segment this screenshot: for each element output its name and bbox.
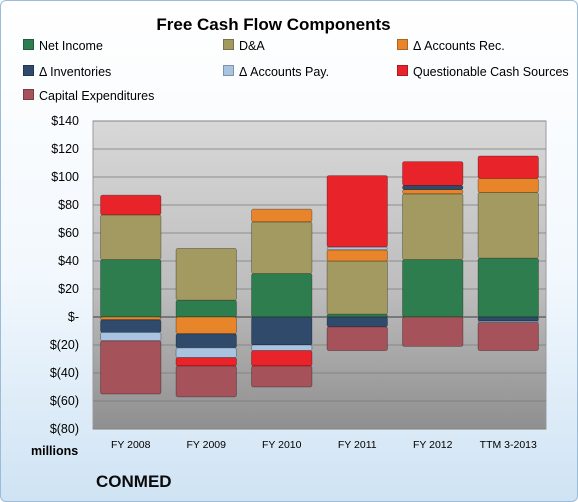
unit-label: millions bbox=[31, 444, 79, 458]
bar-net-income bbox=[477, 257, 539, 318]
bar-questionable-cash-sources bbox=[326, 175, 388, 248]
bar-capital-expenditures bbox=[402, 316, 464, 347]
legend-item-questionable-cash-sources: Questionable Cash Sources bbox=[397, 65, 569, 79]
x-tick-label: FY 2008 bbox=[111, 439, 151, 451]
bar-d-a bbox=[100, 214, 162, 261]
bar-accounts-rec bbox=[326, 249, 388, 262]
bar-accounts-rec bbox=[477, 177, 539, 193]
bar-questionable-cash-sources bbox=[175, 357, 237, 367]
legend-swatch bbox=[23, 89, 34, 100]
legend-swatch bbox=[23, 39, 34, 50]
legend-label: Δ Inventories bbox=[39, 65, 112, 79]
bar-questionable-cash-sources bbox=[477, 155, 539, 179]
legend-item-d-a: D&A bbox=[223, 39, 265, 53]
y-tick-label: $80 bbox=[58, 198, 79, 212]
legend-label: D&A bbox=[239, 39, 265, 53]
bar-accounts-rec bbox=[100, 316, 162, 321]
y-tick-label: $(80) bbox=[50, 422, 79, 436]
legend-swatch bbox=[397, 65, 408, 76]
bar-inventories bbox=[477, 316, 539, 322]
bar-accounts-rec bbox=[251, 208, 313, 223]
legend-swatch bbox=[223, 39, 234, 50]
bar-questionable-cash-sources bbox=[251, 350, 313, 367]
bar-net-income bbox=[100, 259, 162, 318]
legend-swatch bbox=[397, 39, 408, 50]
x-tick-label: TTM 3-2013 bbox=[480, 439, 537, 451]
y-tick-label: $100 bbox=[51, 170, 79, 184]
bar-inventories bbox=[175, 333, 237, 349]
bar-d-a bbox=[477, 191, 539, 259]
bar-inventories bbox=[326, 316, 388, 328]
legend-label: Δ Accounts Pay. bbox=[239, 65, 330, 79]
legend-label: Capital Expenditures bbox=[39, 89, 155, 103]
bar-accounts-pay bbox=[251, 344, 313, 351]
y-tick-label: $60 bbox=[58, 226, 79, 240]
bar-d-a bbox=[402, 193, 464, 261]
legend-swatch bbox=[23, 65, 34, 76]
bar-d-a bbox=[175, 247, 237, 301]
x-tick-label: FY 2010 bbox=[262, 439, 302, 451]
bar-net-income bbox=[326, 313, 388, 318]
bar-d-a bbox=[326, 260, 388, 315]
x-tick-label: FY 2009 bbox=[186, 439, 226, 451]
bar-accounts-pay bbox=[100, 331, 162, 342]
y-tick-label: $20 bbox=[58, 282, 79, 296]
bar-accounts-pay bbox=[175, 347, 237, 358]
bar-capital-expenditures bbox=[477, 322, 539, 352]
bar-inventories bbox=[402, 184, 464, 190]
legend-label: Questionable Cash Sources bbox=[413, 65, 569, 79]
y-tick-label: $(60) bbox=[50, 394, 79, 408]
plot-background bbox=[92, 120, 547, 430]
bar-capital-expenditures bbox=[100, 340, 162, 395]
legend-item-accounts-rec: Δ Accounts Rec. bbox=[397, 39, 505, 53]
bar-capital-expenditures bbox=[251, 365, 313, 388]
legend-item-inventories: Δ Inventories bbox=[23, 65, 111, 79]
bar-net-income bbox=[251, 273, 313, 318]
legend-item-net-income: Net Income bbox=[23, 39, 103, 53]
bar-d-a bbox=[251, 221, 313, 275]
y-tick-label: $- bbox=[68, 310, 79, 324]
bar-accounts-rec bbox=[402, 189, 464, 195]
bar-inventories bbox=[100, 319, 162, 333]
bar-capital-expenditures bbox=[175, 365, 237, 398]
bar-inventories bbox=[251, 316, 313, 346]
bar-net-income bbox=[402, 259, 464, 318]
legend-item-capital-expenditures: Capital Expenditures bbox=[23, 89, 154, 103]
bar-net-income bbox=[175, 299, 237, 318]
legend-swatch bbox=[223, 65, 234, 76]
company-label: CONMED bbox=[96, 472, 172, 491]
legend-label: Δ Accounts Rec. bbox=[413, 39, 505, 53]
chart-title: Free Cash Flow Components bbox=[156, 15, 391, 34]
x-tick-label: FY 2012 bbox=[413, 439, 453, 451]
bar-questionable-cash-sources bbox=[402, 161, 464, 186]
x-tick-label: FY 2011 bbox=[338, 439, 377, 451]
y-tick-label: $140 bbox=[51, 114, 79, 128]
bar-accounts-rec bbox=[175, 316, 237, 335]
legend-item-accounts-pay: Δ Accounts Pay. bbox=[223, 65, 329, 79]
y-tick-label: $120 bbox=[51, 142, 79, 156]
y-tick-label: $40 bbox=[58, 254, 79, 268]
bar-questionable-cash-sources bbox=[100, 194, 162, 216]
y-tick-label: $(20) bbox=[50, 338, 79, 352]
legend-label: Net Income bbox=[39, 39, 103, 53]
y-tick-label: $(40) bbox=[50, 366, 79, 380]
bar-accounts-pay bbox=[326, 246, 388, 251]
bar-capital-expenditures bbox=[326, 326, 388, 351]
